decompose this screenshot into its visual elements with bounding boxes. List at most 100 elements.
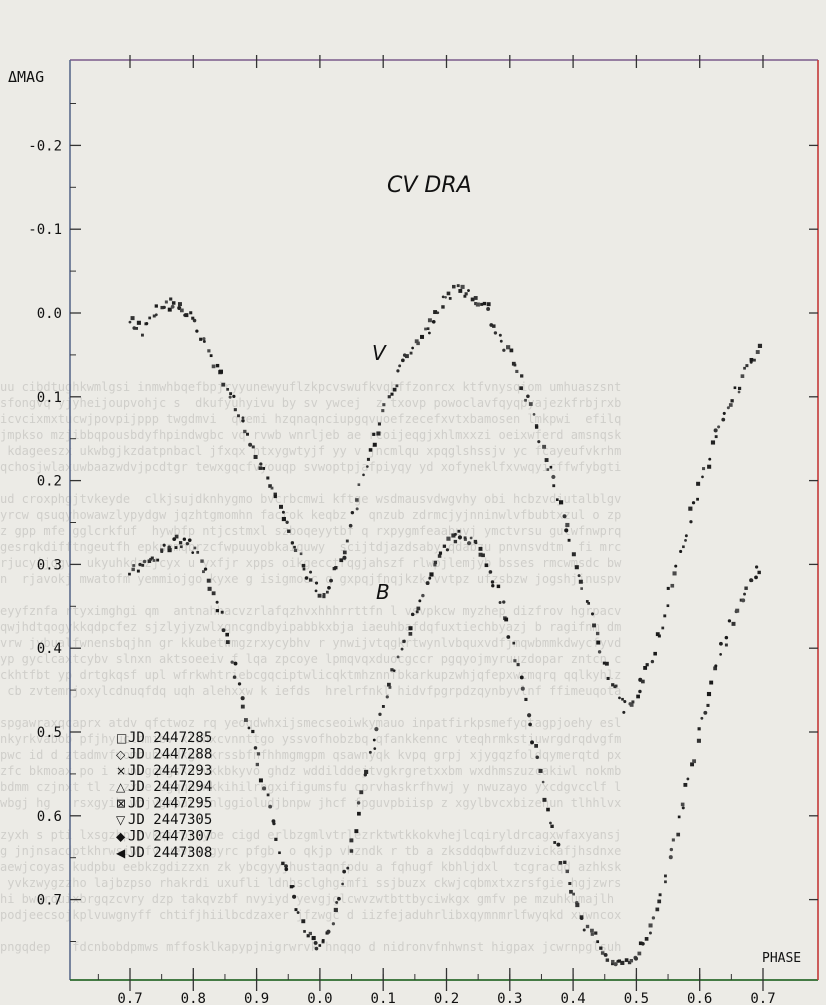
data-point: [162, 305, 166, 310]
data-point: [528, 722, 532, 727]
data-point: [180, 545, 183, 549]
data-point: [655, 632, 660, 637]
data-point: [362, 473, 365, 477]
data-point: [253, 746, 258, 750]
data-point: [516, 663, 520, 667]
data-point: [546, 468, 550, 471]
data-point: [174, 546, 178, 550]
data-point: [719, 641, 723, 646]
data-point: [578, 579, 583, 584]
data-point: [562, 514, 567, 519]
data-point: [341, 882, 344, 886]
x-tick-label: 0.0: [307, 991, 332, 1005]
data-point: [132, 564, 136, 567]
data-point: [232, 394, 236, 398]
data-point: [691, 501, 696, 505]
data-point: [750, 578, 754, 583]
data-point: [706, 691, 712, 697]
data-point: [657, 634, 661, 638]
data-point: [348, 523, 353, 528]
data-point: [398, 364, 402, 368]
x-tick-label: 0.1: [371, 991, 396, 1005]
data-point: [359, 790, 364, 795]
data-point: [253, 454, 258, 459]
data-point: [366, 457, 370, 461]
data-point: [301, 919, 306, 924]
y-tick-label: 0.0: [37, 306, 62, 322]
data-point: [741, 598, 746, 603]
data-point: [534, 425, 539, 429]
data-point: [442, 544, 447, 548]
data-point: [426, 327, 430, 331]
y-tick-label: -0.1: [28, 222, 62, 238]
data-point: [364, 769, 369, 774]
data-point: [302, 567, 306, 571]
data-point: [203, 567, 208, 571]
data-point: [546, 807, 550, 812]
data-point: [230, 660, 234, 664]
data-point: [534, 744, 539, 748]
data-point: [757, 343, 763, 348]
data-point: [717, 425, 721, 429]
data-point: [572, 892, 575, 896]
data-point: [669, 847, 674, 852]
data-point: [441, 305, 445, 309]
data-point: [376, 431, 381, 436]
data-point: [680, 802, 685, 807]
data-point: [617, 959, 621, 963]
data-point: [650, 659, 655, 664]
data-point: [322, 594, 326, 599]
data-point: [272, 821, 276, 826]
data-point: [207, 349, 211, 353]
data-point: [346, 866, 350, 870]
data-point: [428, 331, 431, 335]
data-point: [611, 962, 614, 966]
data-point: [154, 304, 158, 308]
data-point: [528, 402, 533, 406]
data-point: [138, 562, 142, 567]
data-point: [463, 294, 467, 298]
data-point: [240, 704, 245, 709]
data-point: [700, 716, 704, 720]
data-point: [448, 297, 452, 300]
x-tick-label: 0.4: [560, 991, 585, 1005]
data-point: [582, 928, 586, 932]
data-point: [555, 498, 559, 501]
data-point: [170, 304, 175, 309]
x-tick-label: 0.2: [434, 991, 459, 1005]
data-point: [327, 585, 331, 590]
data-point: [373, 747, 377, 750]
data-point: [388, 685, 392, 689]
data-point: [745, 364, 749, 368]
data-point: [618, 696, 621, 700]
data-point: [171, 301, 176, 305]
data-point: [558, 861, 563, 865]
data-point: [585, 600, 589, 603]
data-point: [191, 551, 195, 554]
x-tick-label: 0.8: [181, 991, 206, 1005]
data-point: [604, 661, 609, 666]
data-point: [314, 946, 319, 951]
data-point: [682, 545, 685, 549]
data-point: [350, 510, 355, 515]
data-point: [131, 567, 135, 572]
data-point: [241, 416, 245, 420]
data-point: [177, 302, 182, 307]
data-point: [427, 318, 432, 323]
data-point: [160, 305, 164, 310]
data-point: [603, 953, 608, 957]
data-point: [706, 703, 710, 707]
data-point: [284, 867, 289, 872]
data-point: [571, 552, 576, 557]
data-point: [666, 586, 670, 590]
data-point: [325, 590, 329, 594]
data-point: [563, 860, 567, 864]
data-point: [334, 566, 338, 570]
data-point: [513, 659, 517, 663]
data-point: [415, 610, 419, 614]
data-point: [713, 428, 718, 433]
data-point: [167, 545, 171, 549]
data-point: [314, 581, 319, 585]
data-point: [285, 520, 289, 524]
data-point: [707, 464, 712, 469]
